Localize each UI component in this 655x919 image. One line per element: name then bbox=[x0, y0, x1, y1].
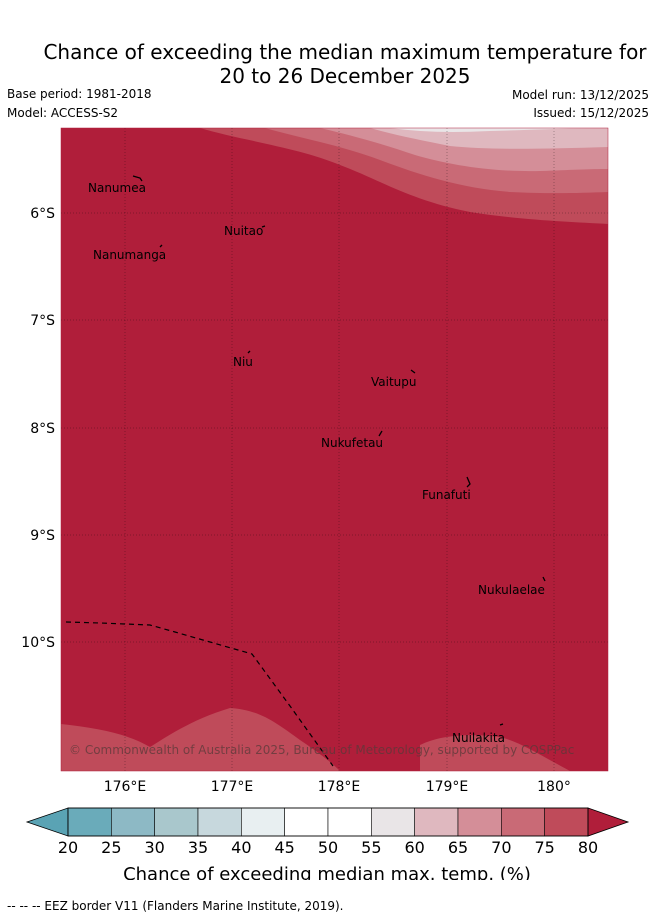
colorbar-segment bbox=[327, 807, 372, 837]
band-75-80-south-east bbox=[420, 735, 570, 771]
colorbar-over-arrow bbox=[587, 807, 630, 837]
latitude-ticks: 6°S 7°S 8°S 9°S 10°S bbox=[21, 206, 55, 651]
model-run: Model run: 13/12/2025 bbox=[511, 88, 649, 102]
colorbar-tick-label: 50 bbox=[318, 838, 338, 857]
lon-tick: 179°E bbox=[426, 779, 469, 795]
title-line-1: Chance of exceeding the median maximum t… bbox=[43, 40, 647, 64]
colorbar-tick-label: 35 bbox=[188, 838, 208, 857]
lat-tick: 10°S bbox=[21, 635, 55, 651]
lon-tick: 180° bbox=[537, 779, 571, 795]
colorbar-label: Chance of exceeding median max. temp. (%… bbox=[123, 864, 531, 880]
colorbar-segment bbox=[501, 807, 545, 837]
island-label-nuilakita: Nuilakita bbox=[452, 731, 505, 745]
colorbar-tick-label: 75 bbox=[534, 838, 554, 857]
colorbar-tick-label: 80 bbox=[578, 838, 598, 857]
island-shape-funafuti bbox=[466, 476, 471, 488]
map-area bbox=[61, 128, 608, 771]
graticule bbox=[61, 128, 608, 771]
colorbar-segment bbox=[197, 807, 242, 837]
map-frame bbox=[60, 127, 609, 772]
island-label-vaitupu: Vaitupu bbox=[371, 375, 417, 389]
colorbar-tick-label: 25 bbox=[101, 838, 121, 857]
band-75-80-south-west bbox=[61, 708, 340, 771]
band-55-60 bbox=[390, 128, 608, 132]
lat-tick: 6°S bbox=[30, 206, 55, 222]
colorbar-segment bbox=[371, 807, 415, 837]
lon-tick: 177°E bbox=[211, 779, 254, 795]
colorbar-tick-label: 55 bbox=[361, 838, 381, 857]
colorbar-outline bbox=[67, 807, 589, 837]
colorbar-segment bbox=[457, 807, 502, 837]
colorbar-segment bbox=[111, 807, 155, 837]
longitude-ticks: 176°E 177°E 178°E 179°E 180° bbox=[104, 779, 571, 795]
island-label-funafuti: Funafuti bbox=[422, 488, 471, 502]
island-label-niu: Niu bbox=[233, 355, 253, 369]
island-shape-nanumea bbox=[132, 175, 143, 182]
lat-tick: 9°S bbox=[30, 528, 55, 544]
eez-legend-note: -- -- -- EEZ border V11 (Flanders Marine… bbox=[7, 899, 344, 913]
colorbar-segment bbox=[241, 807, 285, 837]
copyright-notice: © Commonwealth of Australia 2025, Bureau… bbox=[69, 743, 574, 757]
island-shape-niu bbox=[247, 350, 251, 354]
issued-date: Issued: 15/12/2025 bbox=[533, 106, 649, 120]
probability-map: Nanumea Nuitao Nanumanga Niu Vaitupu Nuk… bbox=[21, 127, 630, 880]
island-label-nukulaelae: Nukulaelae bbox=[478, 583, 545, 597]
colorbar-tick-label: 65 bbox=[448, 838, 468, 857]
colorbar-tick-label: 40 bbox=[231, 838, 251, 857]
lon-tick: 176°E bbox=[104, 779, 147, 795]
colorbar-segment bbox=[67, 807, 112, 837]
colorbar-tick-label: 60 bbox=[404, 838, 424, 857]
title-line-2: 20 to 26 December 2025 bbox=[219, 64, 471, 88]
colorbar: 20 25 30 35 40 45 50 55 60 65 70 75 80 Chance of exc… bbox=[25, 807, 630, 880]
island-shape-nukufetau bbox=[378, 430, 383, 437]
island-labels: Nanumea Nuitao Nanumanga Niu Vaitupu Nuk… bbox=[88, 181, 545, 745]
island-shape-nuitao bbox=[261, 225, 266, 228]
island-shapes bbox=[132, 175, 546, 726]
colorbar-segment bbox=[284, 807, 329, 837]
colorbar-tick-label: 45 bbox=[274, 838, 294, 857]
base-period: Base period: 1981-2018 bbox=[7, 87, 152, 101]
colorbar-under-arrow bbox=[25, 807, 69, 837]
island-label-nanumea: Nanumea bbox=[88, 181, 146, 195]
island-shape-nukulaelae bbox=[542, 576, 546, 582]
colorbar-tick-label: 70 bbox=[491, 838, 511, 857]
lon-tick: 178°E bbox=[318, 779, 361, 795]
colorbar-segment bbox=[544, 807, 589, 837]
fill-80-plus bbox=[61, 128, 608, 771]
island-shape-nuilakita bbox=[499, 723, 504, 726]
island-label-nukufetau: Nukufetau bbox=[321, 436, 383, 450]
island-shape-nanumanga bbox=[159, 244, 163, 248]
island-label-nuitao: Nuitao bbox=[224, 224, 263, 238]
island-shape-vaitupu bbox=[410, 369, 416, 374]
colorbar-tick-label: 20 bbox=[58, 838, 78, 857]
eez-border bbox=[65, 621, 334, 767]
colorbar-segment bbox=[154, 807, 199, 837]
colorbar-tick-label: 30 bbox=[144, 838, 164, 857]
colorbar-segment bbox=[414, 807, 459, 837]
lat-tick: 8°S bbox=[30, 421, 55, 437]
lat-tick: 7°S bbox=[30, 313, 55, 329]
island-label-nanumanga: Nanumanga bbox=[93, 248, 166, 262]
map-title: Chance of exceeding the median maximum t… bbox=[0, 40, 655, 88]
band-60-65 bbox=[370, 128, 608, 149]
model-name: Model: ACCESS-S2 bbox=[7, 106, 119, 120]
